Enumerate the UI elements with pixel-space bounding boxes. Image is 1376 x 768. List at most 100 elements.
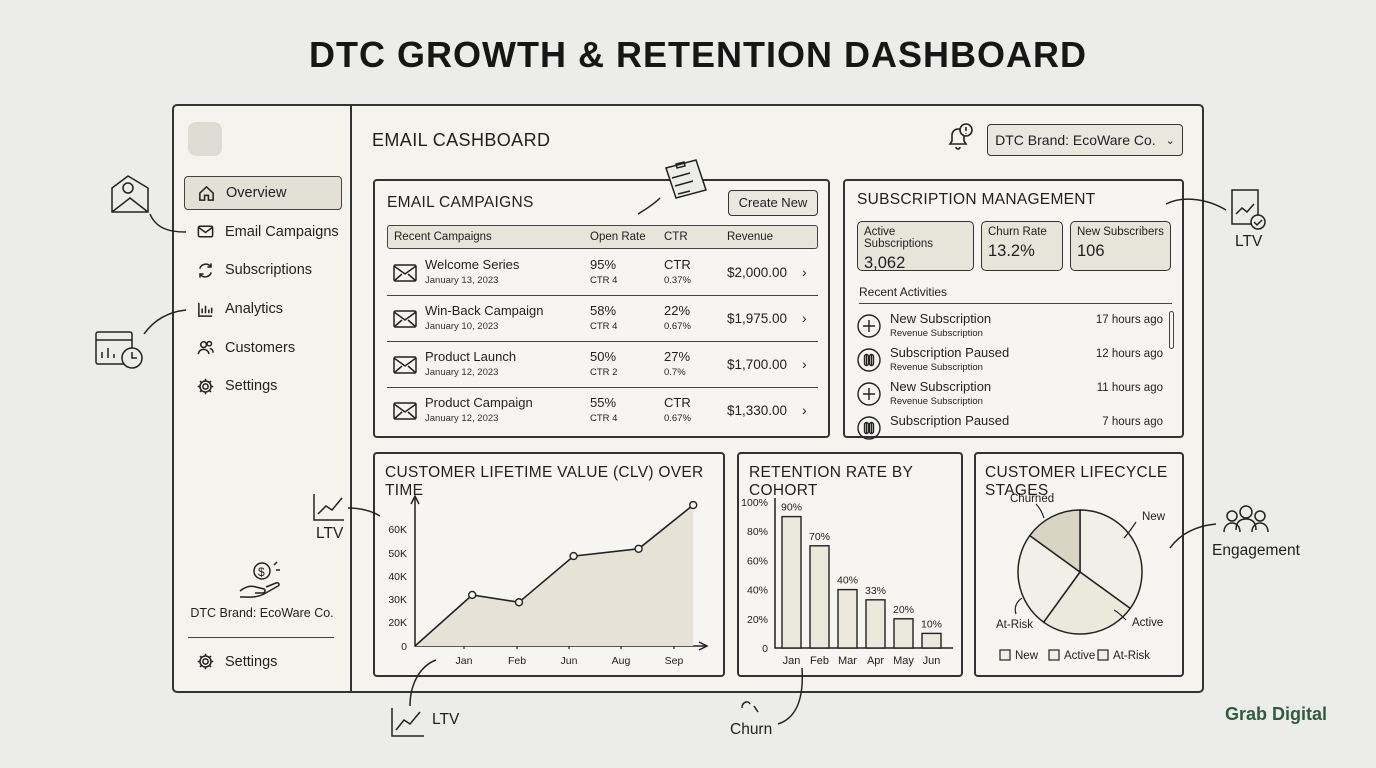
table-row[interactable]: Win-Back Campaign January 10, 2023 58% CTR … — [387, 296, 818, 342]
kpi-label: Active Subscriptions — [864, 226, 934, 250]
sidebar-item-overview[interactable]: Overview — [184, 176, 342, 210]
table-row[interactable]: Product Launch January 12, 2023 50% CTR 2 27… — [387, 342, 818, 388]
page-title: DTC GROWTH & RETENTION DASHBOARD — [309, 34, 1087, 75]
open-rate-sub: CTR 4 — [590, 321, 618, 332]
table-row[interactable]: Product Campaign January 12, 2023 55% CTR 4… — [387, 388, 818, 434]
activity-title: Subscription Paused — [890, 413, 1010, 428]
x-tick-label: Sep — [665, 655, 684, 667]
sidebar-item-analytics[interactable]: Analytics — [184, 292, 342, 326]
annotation-arrow — [409, 659, 437, 707]
sidebar-item-customers[interactable]: Customers — [184, 331, 342, 365]
sidebar-item-settings[interactable]: Settings — [184, 369, 342, 403]
revenue-value: $1,975.00 — [727, 311, 788, 326]
campaign-name: Product Campaign — [425, 395, 533, 410]
activity-time: 11 hours ago — [1096, 382, 1163, 394]
activity-title: Subscription Paused — [890, 345, 1010, 360]
refresh-icon — [199, 263, 212, 278]
chevron-right-icon[interactable]: › — [802, 402, 807, 418]
activity-item[interactable]: Subscription Paused Revenue Subscription 1… — [857, 344, 1163, 376]
app-logo — [188, 122, 222, 156]
activity-item[interactable]: New Subscription Revenue Subscription 11 h… — [857, 378, 1163, 410]
activity-title: New Subscription — [890, 379, 992, 394]
chevron-right-icon[interactable]: › — [802, 264, 807, 280]
bar-data-label: 40% — [837, 575, 858, 587]
annotation-arrow — [149, 213, 187, 233]
svg-text:$: $ — [258, 565, 265, 579]
open-rate-sub: CTR 2 — [590, 367, 618, 378]
analytics-doodle-icon — [95, 331, 143, 369]
engagement-doodle-icon — [1223, 505, 1269, 533]
sidebar-footer-settings[interactable]: Settings — [196, 652, 277, 671]
brand-selector[interactable]: DTC Brand: EcoWare Co. ⌄ — [987, 124, 1183, 156]
x-tick-label: Apr — [867, 655, 884, 667]
ctr-value: 22% — [664, 303, 691, 318]
open-rate-sub: CTR 4 — [590, 275, 618, 286]
pie-leader-lines — [1014, 503, 1137, 621]
clv-point — [514, 598, 524, 607]
activity-item[interactable]: New Subscription Revenue Subscription 17 h… — [857, 310, 1163, 342]
sidebar-item-label: Overview — [226, 185, 287, 201]
clv-point — [569, 551, 578, 561]
y-tick-label: 80% — [747, 526, 768, 538]
clv-point — [467, 590, 477, 600]
retention-bar-chart: 0 20% 40% 60% 80% 100% 90% Jan 70% Feb 40% Mar 33% Ap… — [741, 497, 953, 667]
ctr-value: 27% — [664, 349, 691, 364]
x-tick-label: Mar — [838, 655, 857, 667]
retention-bar — [865, 599, 886, 649]
pie-slice — [1028, 509, 1081, 574]
main-title: EMAIL CASHBOARD — [372, 130, 551, 150]
create-new-button[interactable]: Create New — [728, 190, 818, 216]
y-tick-label: 0 — [401, 641, 407, 653]
clv-chart-title: CUSTOMER LIFETIME VALUE (CLV) OVER TIME — [385, 464, 704, 499]
notification-bell-icon[interactable] — [944, 122, 976, 154]
kpi-value: 13.2% — [988, 242, 1035, 260]
open-rate: 55% — [590, 395, 617, 410]
clv-area-chart: 0 20K 30K 40K 50K 60K Jan Feb Jun Aug Sep — [388, 494, 709, 667]
bar-data-label: 20% — [893, 604, 914, 616]
open-rate: 95% — [590, 257, 617, 272]
activity-item[interactable]: Subscription Paused 7 hours ago — [857, 412, 1163, 444]
sidebar-item-subscriptions[interactable]: Subscriptions — [184, 253, 342, 287]
table-row[interactable]: Welcome Series January 13, 2023 95% CTR 4 CT… — [387, 250, 818, 296]
sidebar: Overview Email Campaigns Subscriptions A… — [174, 106, 352, 691]
sidebar-divider — [188, 637, 334, 638]
pie-slice-label: Active — [1132, 617, 1163, 629]
chevron-right-icon[interactable]: › — [802, 310, 807, 326]
x-tick-label: Jan — [783, 655, 801, 667]
sidebar-item-label: Analytics — [225, 301, 284, 318]
retention-bar — [837, 588, 858, 649]
retention-bar — [809, 545, 830, 649]
kpi-label: Churn Rate — [988, 226, 1047, 238]
ctr-sub: 0.67% — [664, 413, 691, 424]
ctr-value: CTR — [664, 257, 691, 272]
activities-scrollbar[interactable] — [1169, 311, 1174, 349]
chevron-right-icon[interactable]: › — [802, 356, 807, 372]
envelope-icon — [393, 310, 417, 328]
campaign-name: Welcome Series — [425, 257, 520, 272]
pie-slice-label: At-Risk — [996, 619, 1033, 631]
activity-time: 7 hours ago — [1102, 416, 1163, 428]
churn-doodle-icon — [741, 701, 759, 713]
revenue-value: $1,700.00 — [727, 357, 788, 372]
y-tick-label: 40% — [747, 585, 768, 597]
y-tick-label: 50K — [388, 548, 407, 560]
activity-subtitle: Revenue Subscription — [890, 362, 983, 373]
x-tick-label: Jun — [923, 655, 941, 667]
plus-circle-icon — [857, 382, 881, 406]
open-rate-sub: CTR 4 — [590, 413, 618, 424]
y-tick-label: 20% — [747, 614, 768, 626]
open-rate: 50% — [590, 349, 617, 364]
legend-swatch — [1048, 649, 1060, 661]
envelope-icon — [393, 356, 417, 374]
sidebar-item-email-campaigns[interactable]: Email Campaigns — [184, 215, 342, 249]
pie-slice-label: New — [1142, 511, 1166, 523]
brand-selector-value: DTC Brand: EcoWare Co. — [995, 132, 1156, 148]
retention-bar — [921, 632, 942, 649]
money-hand-icon: $ — [239, 561, 280, 598]
annotation-churn: Churn — [730, 721, 773, 738]
ctr-value: CTR — [664, 395, 691, 410]
clv-area-fill — [415, 505, 694, 646]
legend-swatch — [999, 649, 1011, 661]
annotation-arrow — [1165, 198, 1227, 211]
sidebar-footer-settings-label: Settings — [225, 653, 278, 670]
